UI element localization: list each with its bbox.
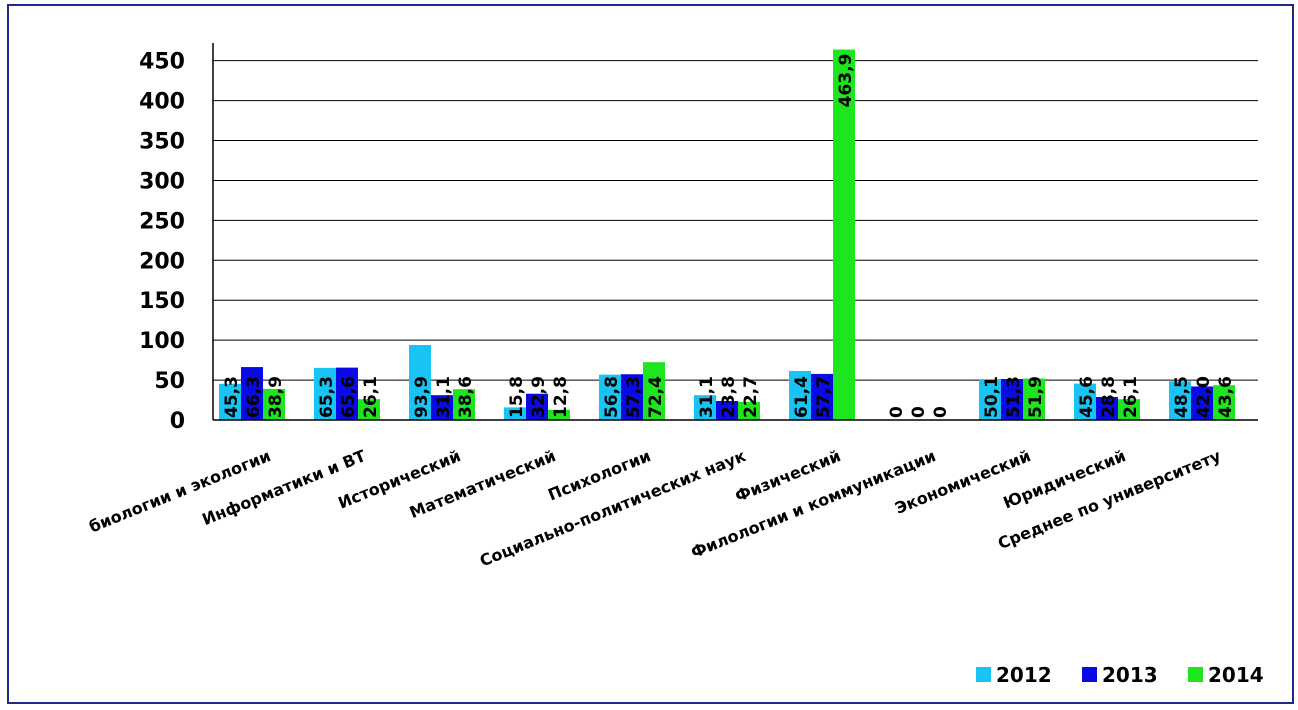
data-label: 26,1	[1121, 376, 1141, 418]
data-label: 48,5	[1172, 376, 1192, 418]
bar	[526, 393, 548, 420]
data-label: 65,3	[317, 376, 337, 418]
data-label: 12,8	[551, 376, 571, 418]
bar	[716, 400, 738, 420]
y-axis: 0 50 100 150 200 250 300 350 400 450	[139, 43, 214, 434]
data-label: 43,6	[1216, 376, 1236, 418]
y-tick-label: 0	[170, 409, 185, 434]
data-label: 72,4	[646, 376, 666, 418]
data-label: 57,7	[814, 376, 834, 418]
bar	[548, 409, 570, 420]
data-label: 38,6	[456, 376, 476, 418]
data-label: 61,4	[792, 376, 812, 418]
x-tick-label: Информатики и ВТ	[199, 446, 368, 529]
chart-frame	[7, 4, 1294, 704]
data-label: 0	[909, 406, 929, 418]
data-label: 38,9	[266, 376, 286, 418]
legend-label: 2014	[1208, 663, 1264, 687]
data-label: 0	[931, 406, 951, 418]
bar	[504, 407, 526, 420]
bar	[833, 49, 855, 420]
data-label: 0	[887, 406, 907, 418]
x-tick-label: биологии и экологии	[86, 446, 273, 536]
bar	[453, 389, 475, 420]
data-label: 22,7	[741, 376, 761, 418]
data-label: 65,6	[339, 376, 359, 418]
data-label: 463,9	[836, 54, 856, 108]
bar	[1023, 378, 1045, 420]
data-label: 15,8	[507, 376, 527, 418]
legend-label: 2013	[1102, 663, 1158, 687]
bars	[219, 49, 1235, 420]
bar	[1001, 379, 1023, 420]
bar	[314, 367, 336, 420]
data-label: 31,1	[434, 376, 454, 418]
legend: 2012 2013 2014	[976, 663, 1264, 687]
data-label: 31,1	[697, 376, 717, 418]
bar	[1169, 381, 1191, 420]
bar	[241, 367, 263, 420]
data-label: 28,8	[1099, 376, 1119, 418]
bar	[599, 374, 621, 420]
bar	[431, 395, 453, 420]
bar	[979, 379, 1001, 420]
bar	[738, 401, 760, 420]
legend-swatch	[976, 667, 991, 682]
bar	[621, 374, 643, 420]
gridlines	[213, 60, 1258, 381]
data-label: 93,9	[412, 376, 432, 418]
bar	[643, 362, 665, 420]
legend-label: 2012	[996, 663, 1052, 687]
y-tick-label: 300	[139, 169, 185, 194]
data-labels: 45,3 66,3 38,9 65,3 65,6 26,1 93,9 31,1 38,6 15,8…	[222, 54, 1236, 418]
data-label: 57,3	[624, 376, 644, 418]
data-label: 50,1	[982, 376, 1002, 418]
bar	[409, 345, 431, 420]
data-label: 51,9	[1026, 376, 1046, 418]
y-tick-label: 150	[139, 289, 185, 314]
bar	[263, 388, 285, 420]
bar	[336, 367, 358, 420]
data-label: 23,8	[719, 376, 739, 418]
bar	[811, 373, 833, 420]
legend-swatch	[1082, 667, 1097, 682]
data-label: 66,3	[244, 376, 264, 418]
legend-swatch	[1188, 667, 1203, 682]
bar	[1096, 397, 1118, 420]
data-label: 26,1	[361, 376, 381, 418]
data-label: 56,8	[602, 376, 622, 418]
y-tick-label: 100	[139, 329, 185, 354]
y-tick-label: 400	[139, 90, 185, 115]
y-tick-label: 200	[139, 249, 185, 274]
data-label: 51,3	[1004, 376, 1024, 418]
y-tick-label: 450	[139, 50, 185, 75]
bar	[789, 370, 811, 420]
data-label: 32,9	[529, 376, 549, 418]
data-label: 45,3	[222, 376, 242, 418]
bar	[1074, 383, 1096, 420]
data-label: 42,0	[1194, 376, 1214, 418]
y-tick-label: 250	[139, 209, 185, 234]
bar	[1118, 399, 1140, 420]
bar	[1213, 385, 1235, 420]
bar	[219, 383, 241, 420]
bar	[1191, 386, 1213, 420]
bar	[358, 399, 380, 420]
y-tick-label: 350	[139, 130, 185, 155]
y-tick-label: 50	[154, 369, 185, 394]
data-label: 45,6	[1077, 376, 1097, 418]
bar	[694, 395, 716, 420]
